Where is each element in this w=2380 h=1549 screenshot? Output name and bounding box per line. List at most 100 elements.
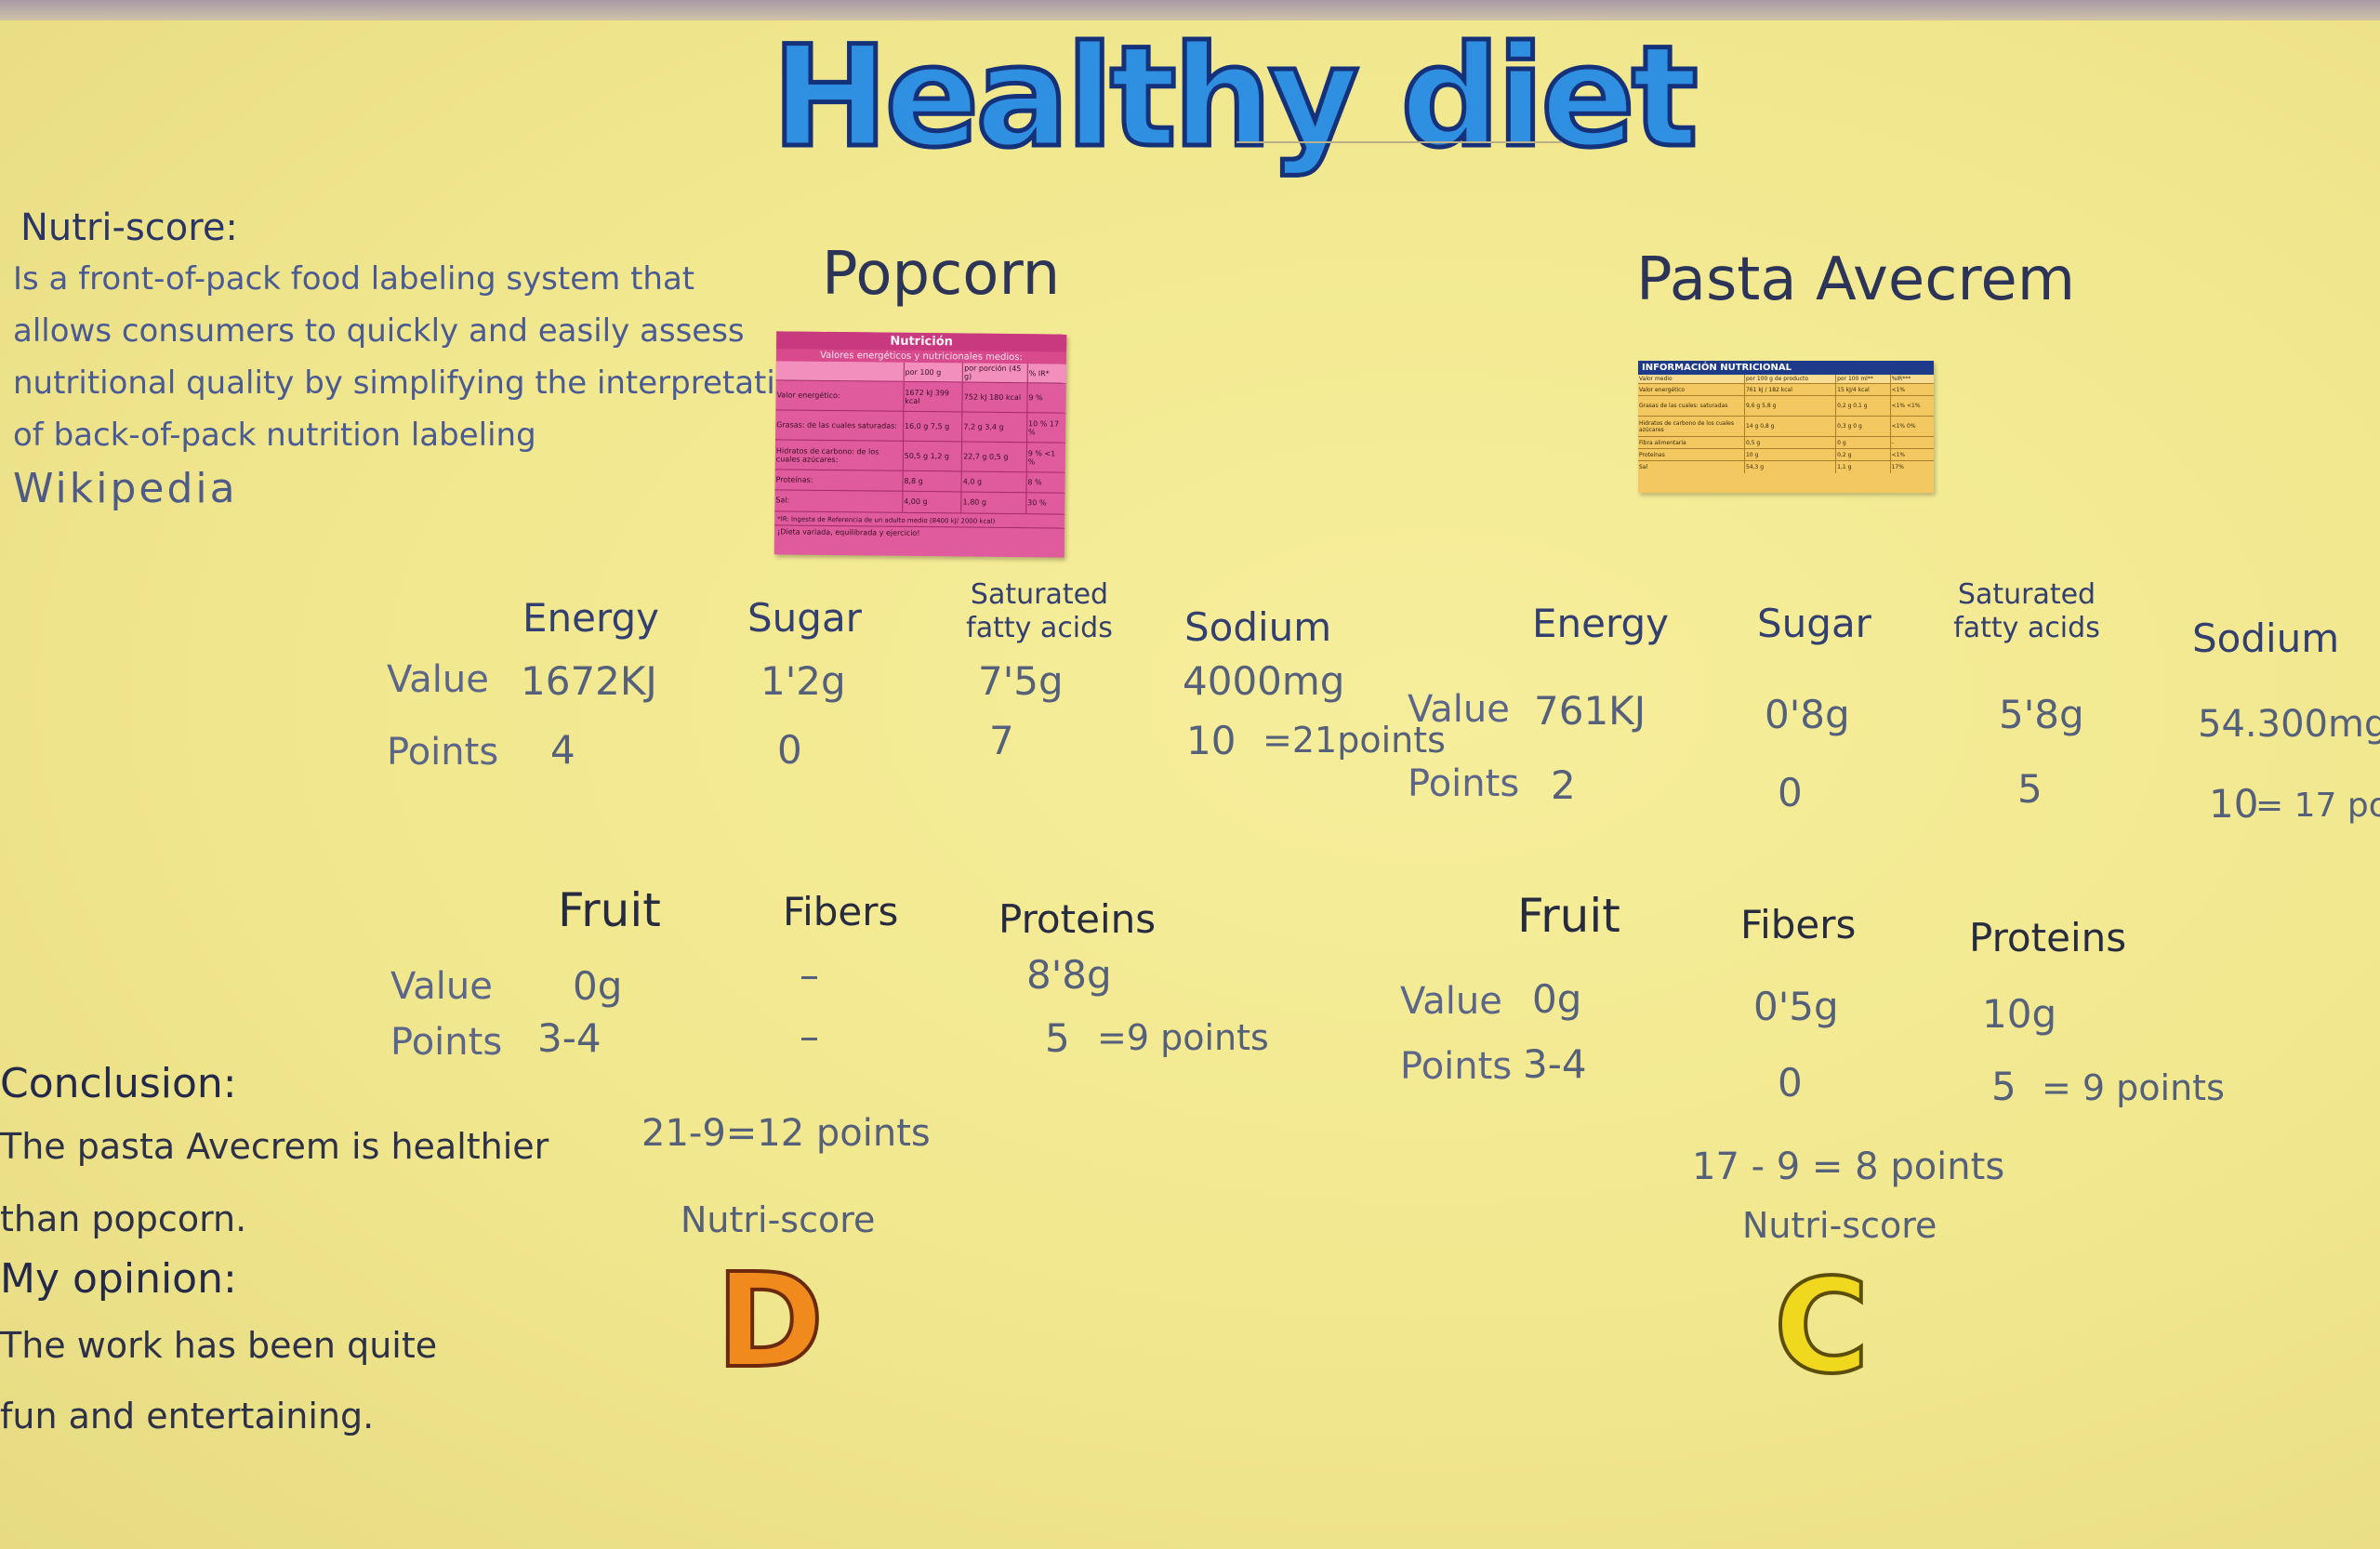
pasta-value-fruit: 0g bbox=[1532, 976, 1582, 1022]
pasta-header-fruit: Fruit bbox=[1517, 889, 1620, 943]
pasta-label-row-name: Valor energético bbox=[1639, 386, 1686, 393]
popcorn-label-row-name: Hidratos de carbono: de los cuales azúca… bbox=[775, 445, 879, 464]
pasta-score-label: Nutri-score bbox=[1742, 1205, 1937, 1246]
pasta-points-sugar: 0 bbox=[1778, 770, 1803, 815]
pasta-label-cell: 0,5 g bbox=[1743, 436, 1836, 449]
popcorn-label-row-name: Sal: bbox=[775, 496, 790, 505]
popcorn-label-cell: 4,00 g bbox=[902, 491, 962, 512]
popcorn-label-cell: 22,7 g 0,5 g bbox=[961, 441, 1027, 472]
pasta-label-cell: 0,2 g bbox=[1835, 448, 1891, 461]
popcorn-nutrition-label: Nutrición Valores energéticos y nutricio… bbox=[774, 331, 1067, 558]
popcorn-value-fibers: – bbox=[800, 952, 819, 998]
popcorn-negative-total: =21points bbox=[1263, 720, 1446, 761]
conclusion-heading: Conclusion: bbox=[0, 1060, 237, 1107]
pasta-label-cell: 54,3 g bbox=[1743, 460, 1836, 473]
pasta-label-table: Valor medio por 100 g de producto por 10… bbox=[1638, 375, 1934, 473]
opinion-line-2: fun and entertaining. bbox=[0, 1396, 375, 1436]
pasta-label-header: Valor medio bbox=[1639, 376, 1673, 382]
pasta-value-saturated: 5'8g bbox=[1999, 692, 2084, 737]
pasta-label-cell: <1% bbox=[1889, 383, 1934, 396]
popcorn-header-sodium: Sodium bbox=[1184, 604, 1332, 650]
popcorn-label-cell: 8,8 g bbox=[902, 470, 962, 492]
pasta-label-cell: 1,1 g bbox=[1835, 460, 1891, 473]
definition-heading: Nutri-score: bbox=[20, 206, 238, 249]
popcorn-label-row-name: Grasas: de las cuales saturadas: bbox=[776, 420, 898, 430]
pasta-value-proteins: 10g bbox=[1982, 991, 2057, 1037]
popcorn-label-cell: 10 % 17 % bbox=[1026, 412, 1066, 444]
popcorn-positive-total: =9 points bbox=[1097, 1017, 1269, 1058]
popcorn-points-proteins: 5 bbox=[1045, 1015, 1070, 1061]
pasta-label-cell: 761 kJ / 182 kcal bbox=[1743, 383, 1836, 396]
pasta-nutrition-label: INFORMACIÓN NUTRICIONAL Valor medio por … bbox=[1638, 361, 1934, 493]
popcorn-points-sodium: 10 bbox=[1186, 718, 1236, 763]
popcorn-value-energy: 1672KJ bbox=[521, 658, 657, 704]
popcorn-value-saturated: 7'5g bbox=[978, 658, 1064, 704]
pasta-label-cell: - bbox=[1889, 436, 1934, 449]
pasta-value-label: Value bbox=[1408, 688, 1510, 731]
popcorn-points-sugar: 0 bbox=[777, 727, 802, 773]
pasta-label-cell: 17% bbox=[1889, 460, 1934, 473]
pasta-label-cell: 0,2 g 0,1 g bbox=[1835, 395, 1891, 417]
pasta-grade: C bbox=[1772, 1250, 1871, 1405]
definition-line-2: allows consumers to quickly and easily a… bbox=[13, 312, 745, 350]
popcorn-header-fibers: Fibers bbox=[783, 889, 899, 934]
definition-source: Wikipedia bbox=[13, 465, 238, 512]
definition-line-1: Is a front-of-pack food labeling system … bbox=[13, 260, 695, 298]
pasta-value-sodium: 54.300mg bbox=[2198, 703, 2380, 746]
pasta-points-saturated: 5 bbox=[2017, 766, 2043, 812]
popcorn-label-cell: 30 % bbox=[1025, 492, 1065, 514]
pasta-pos-points-label: Points bbox=[1400, 1045, 1513, 1088]
popcorn-label-row-name: Valor energético: bbox=[776, 391, 840, 401]
popcorn-label-header: por 100 g bbox=[903, 362, 963, 382]
popcorn-points-saturated: 7 bbox=[989, 718, 1014, 763]
page-title: Healthy diet bbox=[770, 15, 1701, 181]
popcorn-header-fruit: Fruit bbox=[558, 883, 661, 937]
popcorn-label-cell: 1,80 g bbox=[960, 491, 1026, 513]
popcorn-points-label: Points bbox=[387, 731, 499, 774]
pasta-value-sugar: 0'8g bbox=[1765, 692, 1850, 737]
popcorn-header-energy: Energy bbox=[522, 595, 660, 641]
popcorn-value-sugar: 1'2g bbox=[760, 658, 846, 704]
popcorn-header-saturated: Saturated fatty acids bbox=[966, 578, 1113, 644]
pasta-label-cell: <1% 0% bbox=[1889, 416, 1934, 437]
pasta-value-energy: 761KJ bbox=[1534, 688, 1646, 734]
pasta-heading: Pasta Avecrem bbox=[1636, 245, 2076, 314]
conclusion-line-1: The pasta Avecrem is healthier bbox=[0, 1126, 549, 1167]
popcorn-label-cell: 16,0 g 7,5 g bbox=[903, 411, 963, 442]
pasta-label-cell: <1% <1% bbox=[1889, 395, 1934, 417]
popcorn-grade: D bbox=[714, 1244, 826, 1399]
pasta-label-cell: 0,3 g 0 g bbox=[1835, 416, 1891, 437]
popcorn-label-cell: 752 kJ 180 kcal bbox=[962, 381, 1028, 413]
wall-strip bbox=[0, 0, 2380, 20]
popcorn-label-cell: 9 % bbox=[1026, 382, 1066, 414]
pasta-header-sugar: Sugar bbox=[1757, 601, 1871, 646]
popcorn-label-tagline: ¡Dieta variada, equilibrada y ejercicio! bbox=[774, 523, 1065, 541]
popcorn-value-sodium: 4000mg bbox=[1183, 658, 1345, 704]
popcorn-label-row-name: Proteínas: bbox=[775, 475, 813, 484]
popcorn-pos-value-label: Value bbox=[390, 965, 493, 1008]
pasta-label-cell: 14 g 0,8 g bbox=[1743, 416, 1836, 437]
popcorn-score-label: Nutri-score bbox=[681, 1199, 876, 1240]
pasta-header-proteins: Proteins bbox=[1969, 915, 2127, 960]
definition-line-4: of back-of-pack nutrition labeling bbox=[13, 417, 536, 454]
pasta-label-cell: 9,6 g 5,8 g bbox=[1743, 395, 1836, 417]
popcorn-points-fibers: – bbox=[800, 1013, 819, 1059]
pasta-points-fibers: 0 bbox=[1778, 1060, 1803, 1105]
popcorn-label-cell: 9 % <1 % bbox=[1026, 442, 1066, 473]
popcorn-label-header: por porción (45 g) bbox=[962, 363, 1028, 383]
popcorn-value-fruit: 0g bbox=[573, 963, 623, 1009]
pasta-value-fibers: 0'5g bbox=[1753, 984, 1839, 1029]
title-underline bbox=[1236, 141, 1562, 143]
pasta-label-cell: 10 g bbox=[1743, 448, 1836, 461]
popcorn-header-proteins: Proteins bbox=[998, 896, 1157, 942]
pasta-label-row-name: Fibra alimentaria bbox=[1639, 439, 1686, 446]
pasta-points-proteins: 5 bbox=[1991, 1064, 2016, 1109]
popcorn-label-cell: 7,2 g 3,4 g bbox=[961, 411, 1027, 443]
pasta-header-fibers: Fibers bbox=[1740, 902, 1857, 947]
opinion-line-1: The work has been quite bbox=[0, 1325, 438, 1366]
pasta-label-cell: 15 kJ/4 kcal bbox=[1835, 383, 1891, 396]
popcorn-heading: Popcorn bbox=[822, 240, 1061, 309]
definition-line-3: nutritional quality by simplifying the i… bbox=[13, 364, 815, 402]
pasta-label-row-name: Sal bbox=[1639, 463, 1648, 470]
